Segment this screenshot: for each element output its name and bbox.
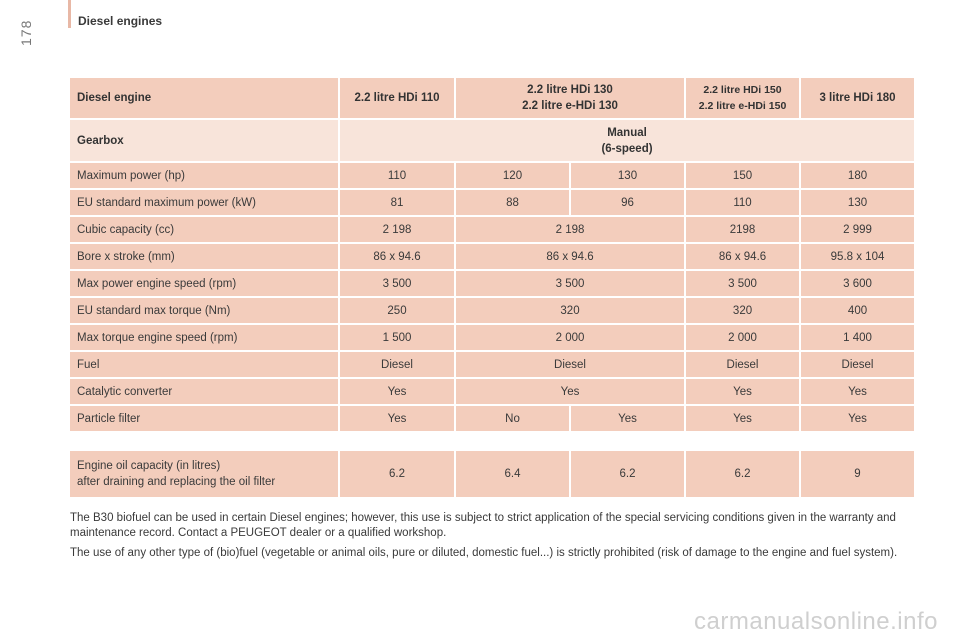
- cell-value: Yes: [801, 379, 915, 404]
- cell-value: 6.4: [456, 451, 569, 497]
- cell-value: Diesel: [801, 352, 915, 377]
- cell-value: Yes: [456, 379, 685, 404]
- cell-value: Yes: [801, 406, 915, 431]
- watermark: carmanualsonline.info: [694, 608, 938, 635]
- note-biofuel: The B30 biofuel can be used in certain D…: [70, 512, 896, 539]
- header-col-hdi150: 2.2 litre HDi 150 2.2 litre e-HDi 150: [686, 78, 800, 118]
- table-row: Catalytic converter Yes Yes Yes Yes: [70, 379, 915, 404]
- header-col-hdi130-line2: 2.2 litre e-HDi 130: [522, 100, 618, 112]
- row-label: Bore x stroke (mm): [70, 244, 338, 269]
- gearbox-value-line2: (6-speed): [601, 142, 653, 155]
- row-label: Max torque engine speed (rpm): [70, 325, 338, 350]
- row-label: Max power engine speed (rpm): [70, 271, 338, 296]
- cell-value: 2 000: [686, 325, 800, 350]
- cell-value: 81: [340, 190, 454, 215]
- table-row: EU standard maximum power (kW) 81 88 96 …: [70, 190, 915, 215]
- cell-value: 2 198: [456, 217, 685, 242]
- cell-value: 2 000: [456, 325, 685, 350]
- table-row: Max torque engine speed (rpm) 1 500 2 00…: [70, 325, 915, 350]
- cell-value: 110: [686, 190, 800, 215]
- row-label: Cubic capacity (cc): [70, 217, 338, 242]
- cell-value: 3 500: [686, 271, 800, 296]
- cell-value: 1 400: [801, 325, 915, 350]
- header-col-hdi150-line1: 2.2 litre HDi 150: [703, 84, 782, 96]
- cell-value: 250: [340, 298, 454, 323]
- cell-value: Yes: [686, 406, 800, 431]
- engine-spec-table: Diesel engine 2.2 litre HDi 110 2.2 litr…: [68, 76, 916, 433]
- cell-value: 6.2: [340, 451, 454, 497]
- cell-value: 1 500: [340, 325, 454, 350]
- table-row: Bore x stroke (mm) 86 x 94.6 86 x 94.6 8…: [70, 244, 915, 269]
- header-col-hdi180: 3 litre HDi 180: [801, 78, 915, 118]
- oil-capacity-label-line1: Engine oil capacity (in litres): [77, 460, 221, 472]
- table-row: Maximum power (hp) 110 120 130 150 180: [70, 163, 915, 188]
- cell-value: 9: [801, 451, 914, 497]
- row-label: Catalytic converter: [70, 379, 338, 404]
- page-number: 178: [18, 19, 34, 46]
- gearbox-row: Gearbox Manual (6-speed): [70, 120, 915, 161]
- cell-value: Diesel: [686, 352, 800, 377]
- header-label: Diesel engine: [70, 78, 338, 118]
- row-label: Particle filter: [70, 406, 338, 431]
- table-row: Max power engine speed (rpm) 3 500 3 500…: [70, 271, 915, 296]
- notes: The B30 biofuel can be used in certain D…: [70, 511, 910, 566]
- cell-value: No: [456, 406, 569, 431]
- table-row: EU standard max torque (Nm) 250 320 320 …: [70, 298, 915, 323]
- oil-capacity-table: Engine oil capacity (in litres) after dr…: [68, 449, 916, 499]
- cell-value: 86 x 94.6: [456, 244, 685, 269]
- cell-value: 3 600: [801, 271, 915, 296]
- cell-value: 86 x 94.6: [686, 244, 800, 269]
- section-title: Diesel engines: [78, 14, 163, 28]
- header-col-hdi130-line1: 2.2 litre HDi 130: [527, 84, 613, 96]
- header-col-hdi110: 2.2 litre HDi 110: [340, 78, 454, 118]
- row-label: Fuel: [70, 352, 338, 377]
- cell-value: 110: [340, 163, 454, 188]
- cell-value: 3 500: [456, 271, 685, 296]
- cell-value: 86 x 94.6: [340, 244, 454, 269]
- oil-capacity-label-line2: after draining and replacing the oil fil…: [77, 476, 276, 488]
- cell-value: 320: [686, 298, 800, 323]
- row-label: EU standard max torque (Nm): [70, 298, 338, 323]
- cell-value: 2198: [686, 217, 800, 242]
- oil-capacity-row: Engine oil capacity (in litres) after dr…: [70, 451, 914, 497]
- table-header-row: Diesel engine 2.2 litre HDi 110 2.2 litr…: [70, 78, 915, 118]
- table-row: Particle filter Yes No Yes Yes Yes: [70, 406, 915, 431]
- table-row: Cubic capacity (cc) 2 198 2 198 2198 2 9…: [70, 217, 915, 242]
- cell-value: 6.2: [686, 451, 799, 497]
- cell-value: 150: [686, 163, 800, 188]
- cell-value: 88: [456, 190, 569, 215]
- header-col-hdi150-line2: 2.2 litre e-HDi 150: [698, 100, 787, 112]
- cell-value: Yes: [340, 406, 454, 431]
- cell-value: Yes: [686, 379, 800, 404]
- cell-value: 130: [571, 163, 685, 188]
- cell-value: Diesel: [456, 352, 685, 377]
- section-marker-bar: [68, 0, 71, 28]
- cell-value: 95.8 x 104: [801, 244, 915, 269]
- row-label: Maximum power (hp): [70, 163, 338, 188]
- cell-value: 2 198: [340, 217, 454, 242]
- cell-value: Yes: [571, 406, 685, 431]
- cell-value: 130: [801, 190, 915, 215]
- cell-value: 400: [801, 298, 915, 323]
- note-other-fuel: The use of any other type of (bio)fuel (…: [70, 547, 898, 559]
- gearbox-label: Gearbox: [70, 120, 338, 161]
- cell-value: 180: [801, 163, 915, 188]
- cell-value: Yes: [340, 379, 454, 404]
- gearbox-value: Manual (6-speed): [340, 120, 915, 161]
- cell-value: 96: [571, 190, 685, 215]
- row-label: EU standard maximum power (kW): [70, 190, 338, 215]
- table-row: Fuel Diesel Diesel Diesel Diesel: [70, 352, 915, 377]
- cell-value: 3 500: [340, 271, 454, 296]
- oil-capacity-label: Engine oil capacity (in litres) after dr…: [70, 451, 338, 497]
- cell-value: 2 999: [801, 217, 915, 242]
- cell-value: Diesel: [340, 352, 454, 377]
- gearbox-value-line1: Manual: [607, 126, 647, 139]
- header-col-hdi130: 2.2 litre HDi 130 2.2 litre e-HDi 130: [456, 78, 685, 118]
- cell-value: 6.2: [571, 451, 684, 497]
- cell-value: 120: [456, 163, 569, 188]
- cell-value: 320: [456, 298, 685, 323]
